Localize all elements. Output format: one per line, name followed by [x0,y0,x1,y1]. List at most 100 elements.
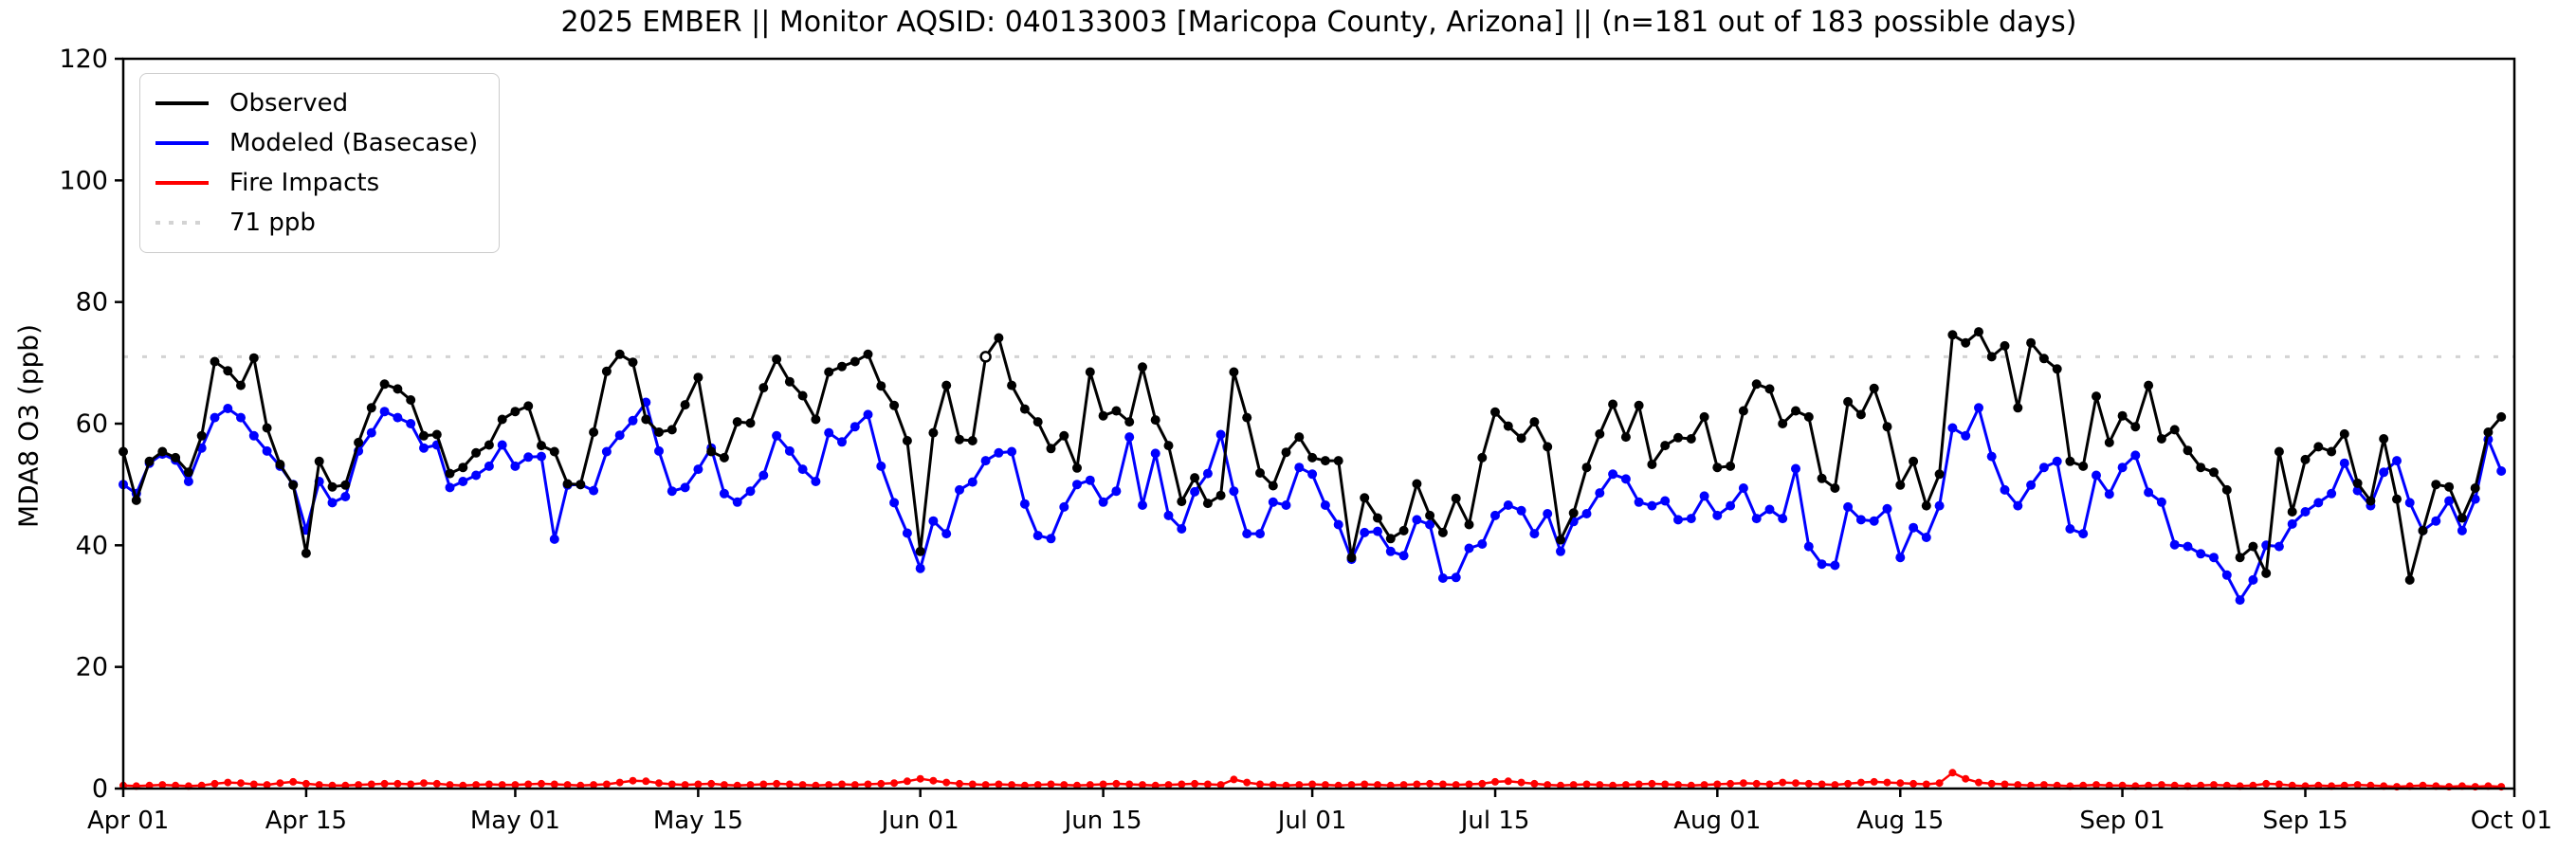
modeled-point [1202,468,1213,479]
observed-point [1111,406,1122,416]
x-tick-label: Jun 01 [880,807,959,835]
modeled-point [1738,483,1748,493]
modeled-point [2327,488,2337,499]
fire-point [1295,781,1304,789]
observed-point [1098,410,1108,421]
fire-point [1530,779,1539,788]
modeled-point [667,486,677,497]
observed-point [366,403,376,413]
fire-point [498,781,506,789]
fire-point [407,780,415,789]
fire-point [1818,780,1826,789]
fire-point [1230,775,1238,784]
modeled-point [2183,541,2193,552]
modeled-point [1699,491,1709,501]
fire-point [2353,781,2362,789]
modeled-point [1974,403,1983,413]
fire-point [629,776,637,785]
observed-point [628,357,638,368]
fire-point [1216,781,1225,789]
fire-point [524,780,533,789]
observed-point [955,434,964,445]
observed-point [601,366,612,376]
fire-point [393,779,402,788]
observed-point [915,546,925,556]
observed-point [614,349,625,359]
observed-point [589,427,599,437]
x-tick-label: Oct 01 [2471,807,2552,835]
modeled-point [1085,475,1095,485]
modeled-point [2457,525,2467,535]
observed-point [1961,337,1971,348]
fire-point [1033,781,1042,789]
observed-point [2274,446,2284,457]
observed-point [1373,513,1382,523]
observed-point [144,456,155,466]
modeled-point [2013,500,2023,511]
modeled-point [1032,531,1043,541]
observed-point [210,356,220,367]
observed-point [1516,433,1526,444]
observed-point [1503,421,1513,431]
observed-point [2470,483,2480,493]
x-tick-label: Sep 15 [2262,807,2348,835]
fire-point [1047,780,1055,789]
observed-point [2496,411,2507,422]
observed-point [2130,422,2141,432]
modeled-point [1229,486,1239,497]
modeled-point [1268,497,1278,507]
modeled-point [941,529,952,539]
x-tick-label: Sep 01 [2079,807,2165,835]
observed-point [248,353,259,363]
observed-point [1608,399,1618,409]
modeled-point [2248,574,2258,585]
modeled-point [1817,559,1827,570]
fire-point [1060,781,1069,789]
observed-point [1464,519,1474,530]
observed-point [2000,340,2010,351]
fire-point [642,777,650,786]
modeled-point [1190,486,1200,497]
observed-point [549,446,559,457]
modeled-point [2313,498,2324,508]
fire-point [1792,779,1800,788]
observed-point [1647,460,1657,469]
observed-point [1947,330,1958,340]
observed-point [2092,391,2101,402]
fire-point [1648,779,1656,788]
fire-point [942,778,951,787]
fire-point [511,781,520,789]
observed-point [471,447,482,458]
modeled-point [850,422,860,432]
observed-point [2352,478,2363,488]
observed-point [1360,493,1370,503]
modeled-point [2404,498,2415,508]
fire-point [929,776,938,785]
y-tick-label: 40 [76,531,108,560]
observed-point [1059,430,1069,441]
observed-point [863,349,873,359]
modeled-point [2169,539,2180,550]
legend-item-threshold: 71 ppb [155,203,478,243]
observed-point [1007,380,1017,390]
fire-point [1909,779,1918,788]
x-tick-label: Aug 15 [1856,807,1944,835]
y-tick-label: 0 [92,774,108,804]
x-tick-label: Apr 01 [87,807,169,835]
observed-point [1895,480,1906,490]
modeled-point [2000,484,2010,495]
modeled-point [1255,529,1265,539]
fire-point [1844,779,1853,788]
fire-point [2014,781,2022,789]
modeled-point [445,482,455,493]
observed-point [1738,406,1748,416]
modeled-point [1177,524,1187,534]
observed-point [1202,499,1213,509]
observed-point [902,436,912,445]
observed-point [745,418,756,428]
modeled-point [863,409,873,420]
modeled-point [2209,553,2219,563]
observed-point [1398,525,1409,535]
observed-point [967,436,977,445]
modeled-point [1895,553,1906,563]
